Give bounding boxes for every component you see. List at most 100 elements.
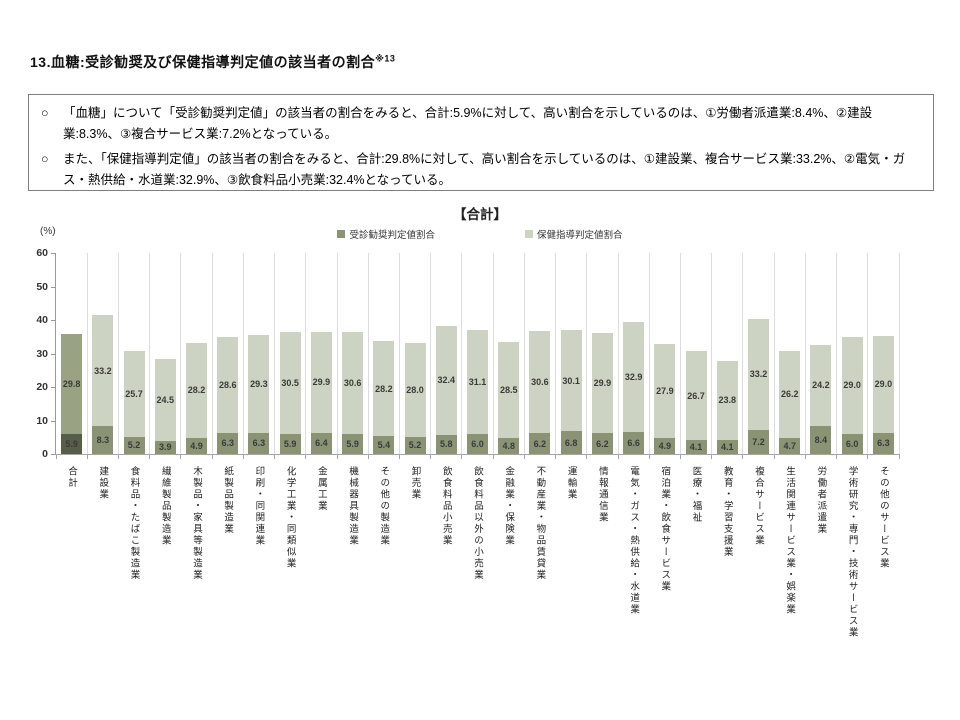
x-category-label-text: 教育・学習支援業 bbox=[721, 466, 733, 558]
x-axis-tick bbox=[149, 454, 151, 459]
x-category-label-text: 金融業・保険業 bbox=[503, 466, 515, 547]
bar-segment-guidance bbox=[591, 333, 613, 434]
bar-segment-recommendation bbox=[467, 433, 488, 454]
vertical-gridline bbox=[742, 253, 744, 454]
y-axis-tick bbox=[51, 253, 55, 254]
bar-value-recommendation: 5.9 bbox=[346, 439, 359, 450]
bar-value-guidance: 29.8 bbox=[62, 379, 81, 390]
bar-value-recommendation: 6.0 bbox=[845, 438, 859, 449]
x-axis-tick bbox=[867, 454, 869, 459]
bar-segment-guidance bbox=[279, 332, 301, 435]
bar-value-recommendation: 6.3 bbox=[252, 438, 266, 449]
x-category-label: 機械器具製造業 bbox=[336, 466, 367, 691]
bar-value-guidance: 29.0 bbox=[874, 379, 893, 390]
bar-segment-recommendation bbox=[373, 435, 395, 454]
bar-value-guidance: 29.0 bbox=[843, 380, 861, 391]
x-category-label: 飲食料品以外の小売業 bbox=[461, 466, 492, 691]
x-category-label: 金融業・保険業 bbox=[492, 466, 523, 691]
vertical-gridline bbox=[430, 253, 432, 454]
x-axis-tick bbox=[242, 454, 244, 459]
legend-swatch-light bbox=[525, 230, 533, 238]
y-tick-label: 20 bbox=[36, 381, 48, 393]
x-category-label-text: 金属工業 bbox=[315, 466, 327, 512]
bar-value-recommendation: 6.0 bbox=[471, 438, 484, 449]
y-tick-label: 40 bbox=[36, 314, 48, 326]
summary-bullet-1: ○ 「血糖」について「受診勧奨判定値」の該当者の割合をみると、合計:5.9%に対し… bbox=[41, 103, 921, 145]
x-category-label-text: 情報通信業 bbox=[596, 466, 608, 524]
bar-segment-recommendation bbox=[279, 434, 301, 454]
y-axis-tick bbox=[51, 387, 55, 388]
bar-value-recommendation: 6.2 bbox=[533, 438, 547, 449]
x-category-label: 学術研究・専門・技術サービス業 bbox=[836, 466, 867, 691]
bar-segment-guidance bbox=[217, 337, 239, 433]
bar-value-recommendation: 4.9 bbox=[658, 440, 672, 451]
vertical-gridline bbox=[117, 253, 119, 454]
x-axis-tick bbox=[711, 454, 713, 459]
vertical-gridline bbox=[86, 253, 88, 454]
x-category-label-text: その他の製造業 bbox=[378, 466, 390, 547]
bar-segment-guidance bbox=[872, 335, 894, 433]
x-category-label-text: 電気・ガス・熱供給・水道業 bbox=[628, 466, 640, 616]
vertical-gridline bbox=[180, 253, 182, 454]
bar-segment-guidance bbox=[685, 350, 707, 441]
bar-segment-guidance bbox=[342, 331, 364, 435]
bar-value-guidance: 28.2 bbox=[375, 383, 393, 394]
bar-value-guidance: 30.6 bbox=[343, 377, 362, 388]
x-category-label: 木製品・家具等製造業 bbox=[180, 466, 211, 691]
x-axis-tick bbox=[461, 454, 463, 459]
x-category-label: 医療・福祉 bbox=[679, 466, 710, 691]
bar-segment-recommendation bbox=[123, 436, 145, 454]
x-category-label: 建設業 bbox=[86, 466, 117, 691]
bar-value-recommendation: 6.3 bbox=[221, 438, 234, 449]
bar-value-guidance: 30.6 bbox=[531, 376, 549, 387]
bar-segment-guidance bbox=[498, 342, 520, 438]
x-category-label: 化学工業・同類似業 bbox=[274, 466, 305, 691]
x-category-label: 労働者派遣業 bbox=[804, 466, 835, 691]
bar-value-guidance: 30.1 bbox=[562, 375, 580, 386]
x-axis-tick bbox=[586, 454, 588, 459]
bar-segment-guidance bbox=[810, 344, 832, 426]
x-category-label: 教育・学習支援業 bbox=[711, 466, 742, 691]
y-tick-label: 60 bbox=[36, 247, 48, 259]
vertical-gridline bbox=[274, 253, 276, 454]
y-axis-tick bbox=[51, 420, 55, 422]
y-tick-label: 0 bbox=[42, 448, 48, 460]
bar-segment-recommendation bbox=[404, 436, 426, 454]
x-category-label-text: 飲食料品以外の小売業 bbox=[471, 466, 483, 581]
vertical-gridline bbox=[367, 253, 369, 454]
vertical-gridline bbox=[711, 253, 713, 454]
x-axis-tick bbox=[336, 454, 338, 459]
bar-value-recommendation: 4.1 bbox=[721, 442, 734, 453]
bar-segment-recommendation bbox=[435, 434, 457, 454]
y-tick-label: 10 bbox=[36, 414, 48, 427]
x-category-label-text: 卸売業 bbox=[409, 466, 421, 501]
bar-segment-guidance bbox=[654, 344, 676, 438]
bar-value-recommendation: 7.2 bbox=[752, 436, 765, 447]
vertical-gridline bbox=[804, 253, 806, 454]
bar-segment-recommendation bbox=[529, 433, 551, 454]
bar-segment-recommendation bbox=[623, 431, 645, 454]
chart-legend: 受診勧奨判定値割合 保健指導判定値割合 bbox=[0, 227, 960, 241]
bar-segment-guidance bbox=[61, 334, 83, 435]
x-category-label: 食料品・たばこ製造業 bbox=[117, 466, 148, 691]
bar-segment-guidance bbox=[716, 360, 738, 441]
bar-segment-recommendation bbox=[342, 434, 364, 454]
bar-value-guidance: 32.4 bbox=[437, 375, 456, 386]
x-axis-tick bbox=[804, 454, 806, 459]
bar-value-recommendation: 4.1 bbox=[689, 442, 703, 453]
bar-value-recommendation: 6.4 bbox=[315, 438, 328, 449]
x-category-label: その他の製造業 bbox=[367, 466, 398, 691]
page-title: 13.血糖:受診勧奨及び保健指導判定値の該当者の割合※13 bbox=[30, 52, 395, 72]
bar-segment-guidance bbox=[248, 334, 270, 433]
x-axis-tick bbox=[117, 454, 119, 459]
bar-value-recommendation: 6.8 bbox=[564, 437, 578, 448]
bar-segment-guidance bbox=[435, 326, 457, 435]
vertical-gridline bbox=[867, 253, 869, 454]
y-tick-label: 30 bbox=[36, 347, 48, 360]
bar-value-guidance: 26.7 bbox=[687, 390, 705, 401]
y-tick-label: 50 bbox=[36, 280, 48, 293]
x-category-label-text: 宿泊業・飲食サービス業 bbox=[659, 466, 671, 593]
bar-segment-recommendation bbox=[716, 440, 738, 454]
bar-segment-recommendation bbox=[872, 432, 894, 454]
bar-value-guidance: 29.9 bbox=[593, 378, 612, 389]
